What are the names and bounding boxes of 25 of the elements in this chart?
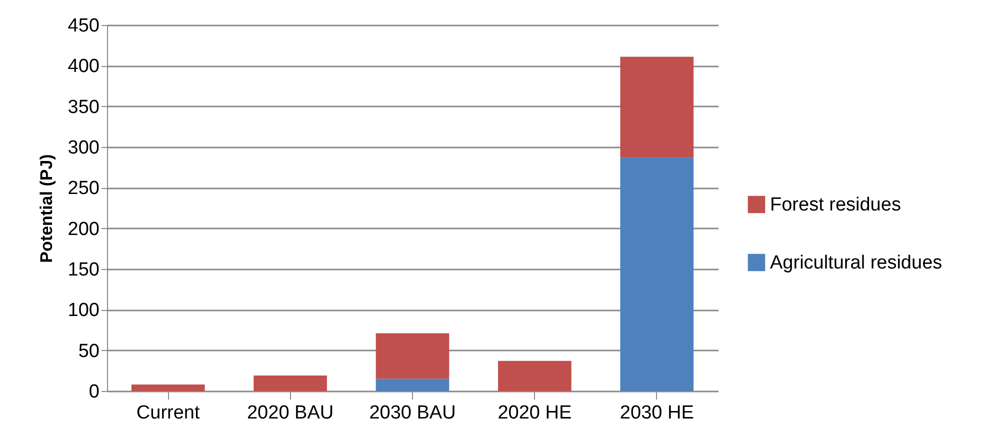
legend-label: Forest residues <box>770 194 901 216</box>
y-tick-label: 350 <box>68 96 100 118</box>
bar <box>376 378 450 391</box>
x-tick-label: 2030 HE <box>620 402 694 424</box>
y-tick-label: 300 <box>68 138 100 158</box>
bar <box>376 333 450 379</box>
y-tick-label: 0 <box>88 382 100 402</box>
x-tick-label: 2030 BAU <box>369 402 456 424</box>
legend-label: Agricultural residues <box>770 252 942 274</box>
bar <box>131 384 205 391</box>
y-tick-label: 250 <box>68 178 100 200</box>
bar <box>620 158 694 391</box>
x-tick-label: Current <box>136 402 200 424</box>
x-tick-label: 2020 HE <box>498 402 572 424</box>
y-tick-label: 150 <box>68 260 100 280</box>
y-axis-title: Potential (PJ) <box>36 154 56 263</box>
x-tick-label: 2020 BAU <box>246 402 334 424</box>
y-tick-label: 450 <box>68 16 100 36</box>
bar <box>254 376 327 391</box>
y-tick-label: 400 <box>68 56 100 78</box>
bar <box>498 360 572 391</box>
y-tick-label: 100 <box>68 300 100 322</box>
bar <box>620 56 694 158</box>
y-tick-label: 50 <box>78 340 100 362</box>
y-tick-label: 200 <box>68 218 100 240</box>
